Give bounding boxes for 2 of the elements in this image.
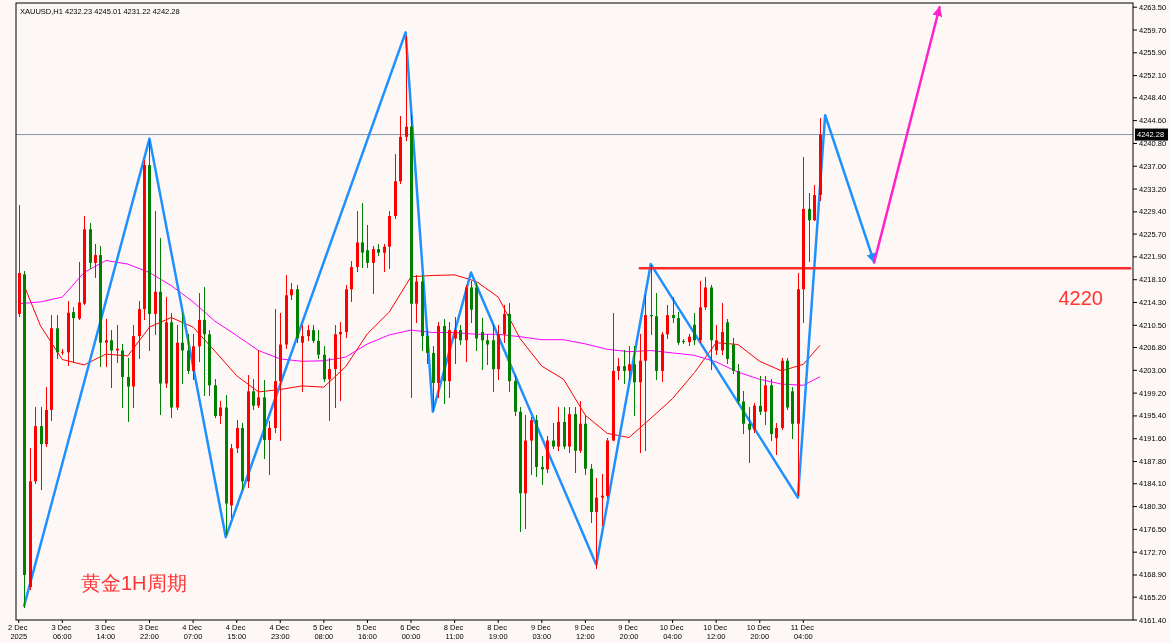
annotation: 4220 [1058, 287, 1103, 310]
annotation: 黄金1H周期 [81, 572, 187, 594]
